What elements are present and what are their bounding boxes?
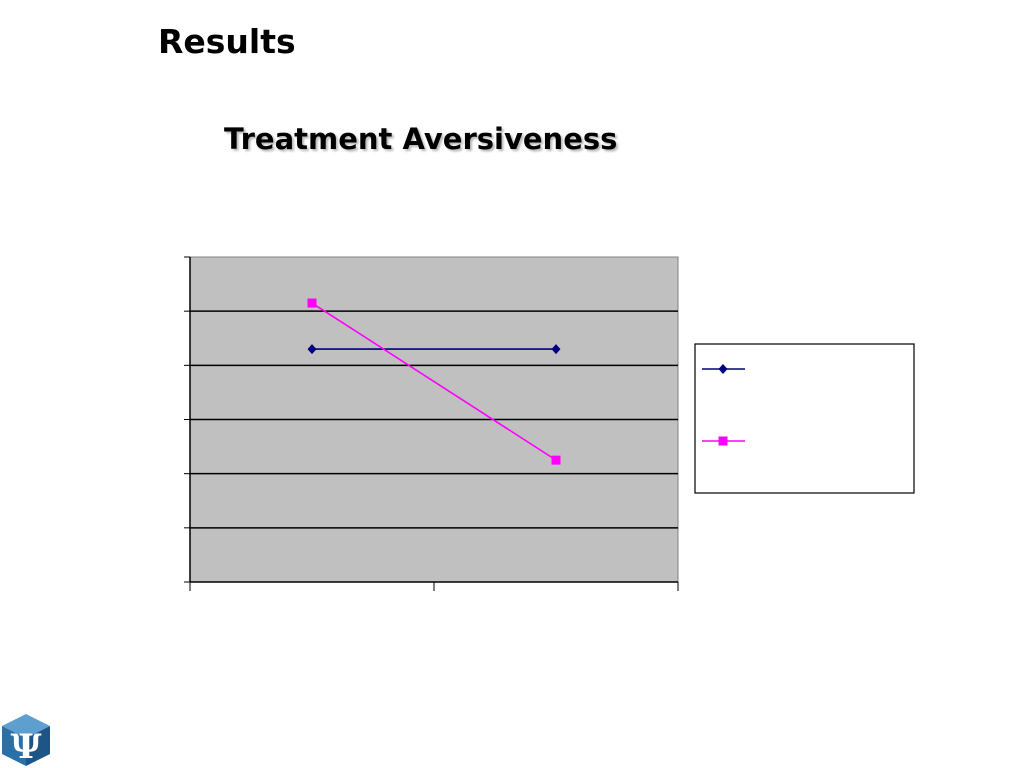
chart-title: Treatment Aversiveness — [224, 122, 618, 156]
legend-box — [694, 343, 915, 494]
axes — [184, 256, 679, 591]
series-2-line — [311, 302, 557, 461]
psi-cube-logo-icon: Ψ — [2, 714, 50, 767]
line-chart — [184, 256, 915, 591]
gridlines — [190, 310, 678, 529]
svg-text:Ψ: Ψ — [10, 727, 41, 767]
slide-title: Results — [158, 22, 296, 61]
legend-entry — [702, 436, 745, 446]
series-1-point — [551, 344, 561, 355]
series-1-point — [307, 344, 317, 355]
legend-marker — [718, 436, 728, 446]
series-layer — [307, 298, 561, 465]
series-2-point — [551, 455, 561, 465]
legend-entry — [702, 364, 745, 374]
series-2-point — [307, 298, 317, 308]
series-1 — [307, 344, 561, 355]
legend-marker — [718, 364, 728, 374]
series-2 — [307, 298, 561, 465]
legend — [694, 343, 915, 494]
